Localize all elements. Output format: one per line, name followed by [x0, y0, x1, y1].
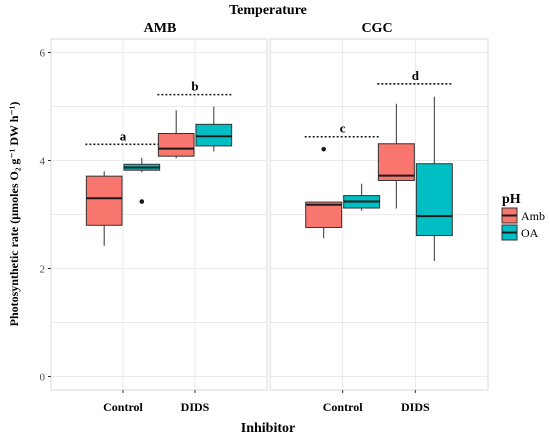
- box-cgc-control-amb: [305, 146, 343, 239]
- panel-amb-grid: [51, 39, 267, 390]
- y-tick-label-4: 4: [40, 156, 46, 168]
- box-iqr-amb-dids-oa: [195, 123, 233, 147]
- y-tick-label-0: 0: [40, 372, 46, 384]
- box-amb-control-oa: [123, 157, 161, 204]
- chart-title: Temperature: [229, 3, 307, 18]
- box-iqr-cgc-control-amb: [305, 201, 343, 228]
- x-tick-label-cgc-dids: DIDS: [401, 400, 430, 414]
- significance-letter-amb-dids: b: [191, 79, 198, 94]
- y-axis: 0 2 4 6: [40, 48, 51, 384]
- y-tick-label-2: 2: [40, 264, 46, 276]
- outlier-amb-control-oa-0: [139, 199, 145, 204]
- box-amb-dids-amb: [157, 110, 195, 159]
- legend-label-oa: OA: [521, 226, 539, 240]
- box-cgc-dids-oa: [415, 96, 453, 261]
- significance-letter-cgc-control: c: [340, 121, 346, 136]
- x-axis: Control DIDS Control DIDS: [103, 390, 430, 414]
- box-cgc-dids-amb: [377, 103, 415, 209]
- significance-letter-amb-control: a: [120, 128, 127, 143]
- legend-label-amb: Amb: [521, 209, 545, 223]
- panel-amb: AMB ab: [50, 21, 268, 391]
- outlier-cgc-control-amb-0: [321, 146, 326, 152]
- x-tick-label-cgc-control: Control: [323, 400, 363, 414]
- box-cgc-control-oa: [343, 183, 381, 211]
- legend-title: pH: [502, 192, 521, 207]
- y-axis-label: Photosynthetic rate (µmoles O₂ g⁻¹ DW h⁻…: [7, 102, 21, 327]
- x-tick-label-amb-dids: DIDS: [181, 400, 210, 414]
- panel-cgc: CGC cd: [269, 21, 489, 391]
- significance-letter-cgc-dids: d: [412, 68, 420, 83]
- box-iqr-amb-control-amb: [85, 175, 123, 226]
- box-amb-dids-oa: [195, 106, 233, 152]
- y-tick-label-6: 6: [40, 48, 46, 60]
- panel-cgc-grid: [270, 39, 488, 390]
- panel-strip-label-amb: AMB: [144, 21, 177, 36]
- panel-cgc-plot: cd: [304, 68, 454, 261]
- box-amb-control-amb: [85, 171, 123, 246]
- box-iqr-amb-dids-amb: [157, 133, 195, 157]
- legend: pH Amb OA: [501, 192, 545, 241]
- x-axis-label: Inhibitor: [241, 421, 295, 436]
- panel-strip-label-cgc: CGC: [361, 21, 392, 36]
- box-iqr-cgc-dids-oa: [415, 163, 453, 237]
- x-tick-label-amb-control: Control: [103, 400, 143, 414]
- box-iqr-cgc-dids-amb: [377, 143, 415, 181]
- panel-amb-plot: ab: [85, 79, 233, 246]
